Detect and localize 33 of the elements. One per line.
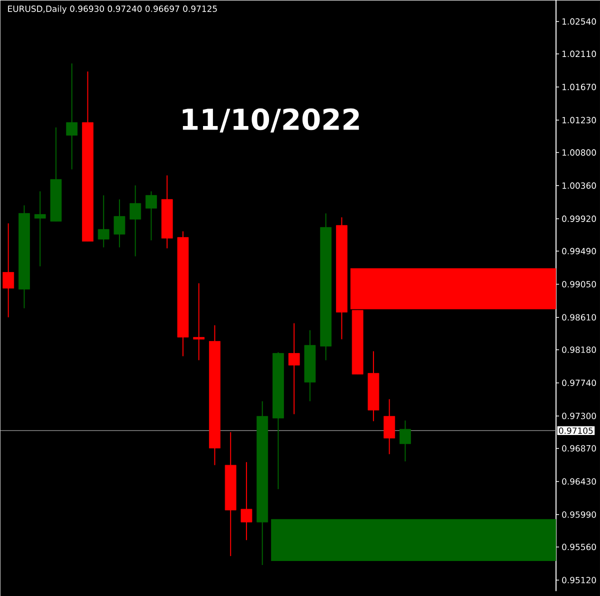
candlestick (146, 190, 157, 241)
candlestick (114, 198, 126, 248)
y-tick-label: 0.99490 (562, 248, 596, 254)
y-tick-label: 1.00360 (562, 182, 596, 189)
y-tick-label: 0.95560 (562, 544, 596, 550)
candlestick (384, 398, 396, 455)
y-tick-label: 1.01230 (562, 116, 596, 124)
y-tick-label: 0.98180 (562, 346, 596, 353)
y-tick-label: 1.02540 (562, 18, 596, 25)
y-tick-label: 1.02110 (562, 50, 596, 58)
y-tick-label: 0.98610 (562, 314, 596, 321)
y-tick-label: 0.96870 (562, 445, 596, 452)
y-tick-label: 1.01670 (562, 84, 596, 90)
candlestick (400, 420, 411, 462)
y-tick-label: 0.97740 (562, 380, 596, 386)
candlestick (288, 322, 300, 415)
candlestick (2, 222, 14, 318)
y-tick-label: 1.00800 (562, 149, 596, 156)
y-tick-label: 0.99050 (562, 281, 596, 288)
candlestick (34, 190, 46, 267)
candlestick (240, 462, 252, 541)
ref-line-label: 0.97105 (558, 427, 593, 434)
y-tick-label: 0.96430 (562, 478, 596, 485)
y-tick-label: 0.99920 (562, 216, 596, 222)
text: EURUSD,Daily 0.96930 0.97240 0.96697 0.97125 (8, 5, 217, 14)
candlestick (98, 194, 110, 248)
y-tick-label: 0.97300 (562, 412, 596, 420)
candlestick (193, 282, 205, 361)
annotation: 11/10/2022 (182, 108, 359, 132)
y-tick-label: 0.95990 (562, 511, 596, 518)
candlestick (66, 62, 78, 170)
candlestick (130, 184, 142, 257)
y-tick-label: 0.95120 (562, 576, 596, 584)
